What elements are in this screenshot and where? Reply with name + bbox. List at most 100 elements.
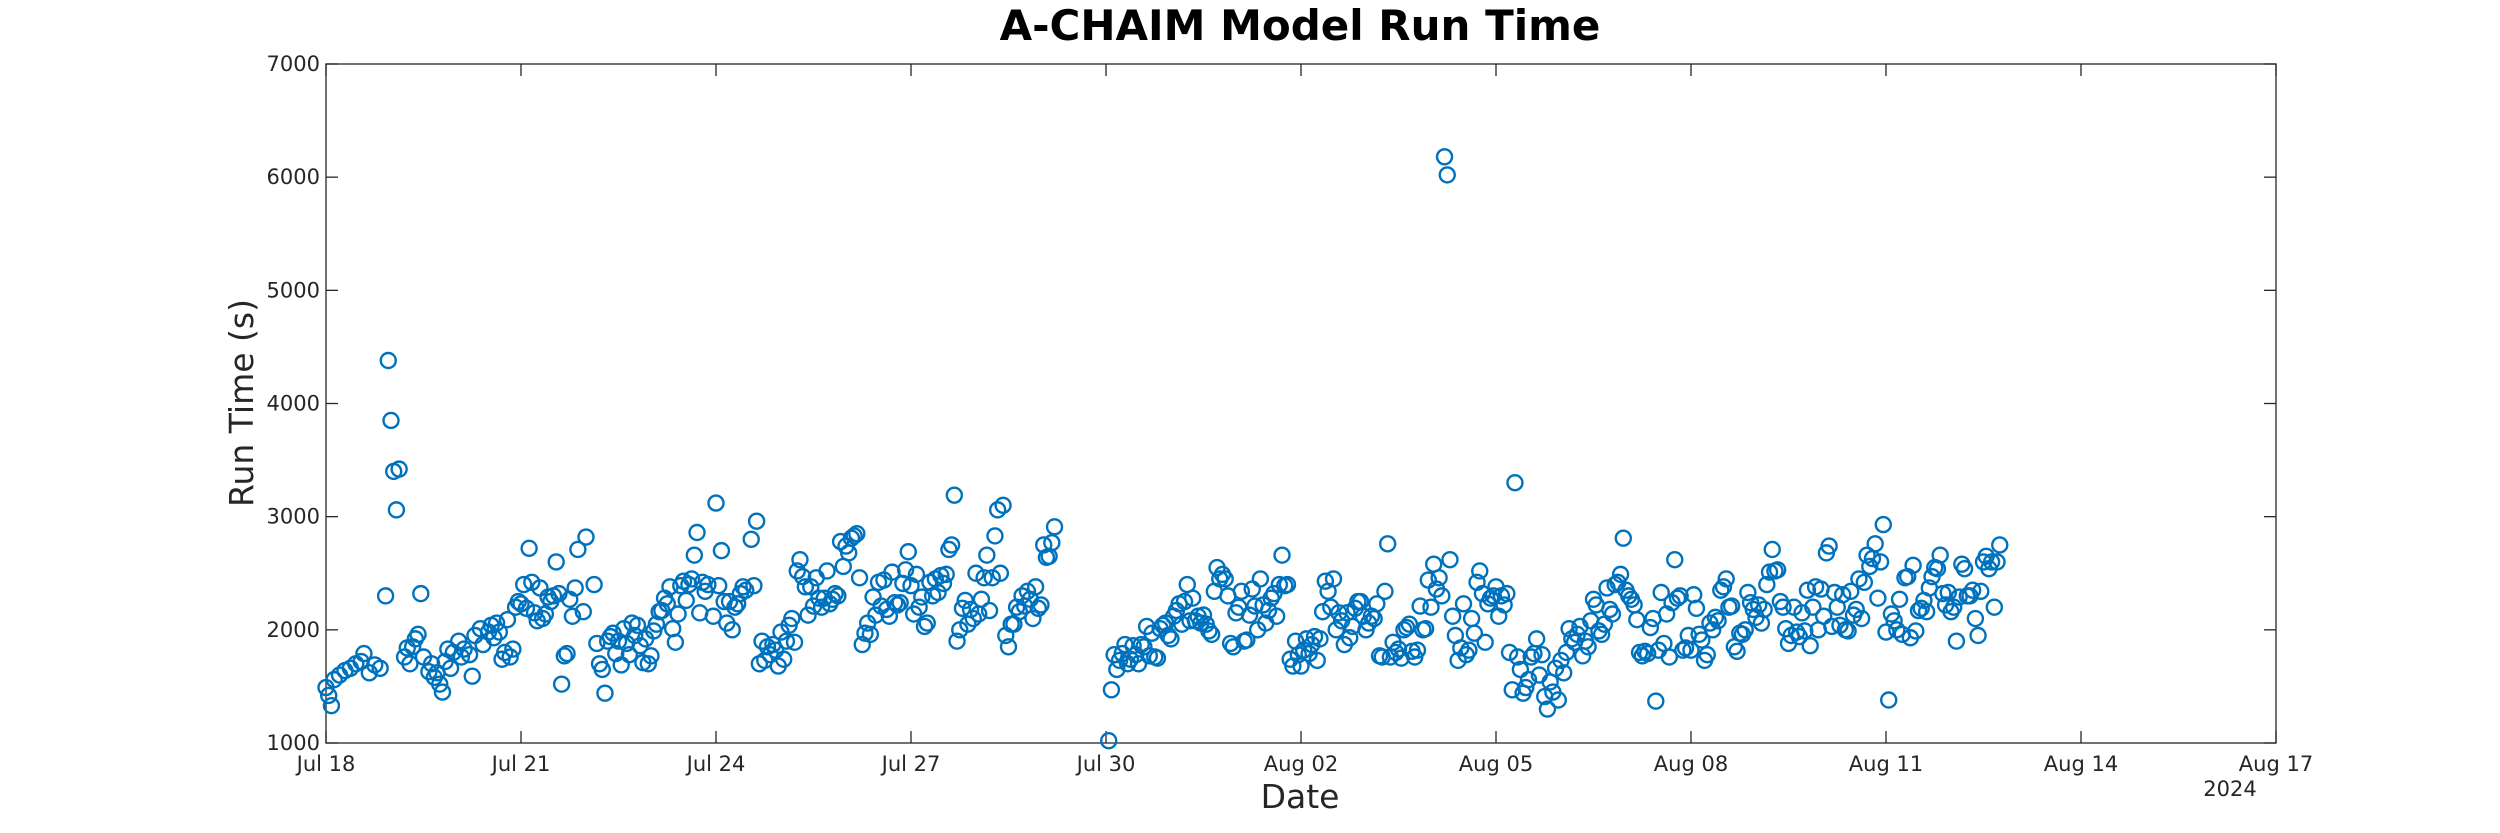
data-point	[1376, 582, 1394, 601]
data-point	[658, 595, 676, 613]
data-point	[1013, 587, 1031, 605]
data-point	[1885, 612, 1903, 630]
data-point	[1638, 644, 1657, 663]
data-point	[948, 632, 966, 650]
data-point	[1495, 596, 1513, 614]
data-point	[1100, 732, 1118, 750]
data-point	[677, 591, 695, 610]
data-point	[1506, 474, 1524, 492]
data-point	[688, 523, 706, 542]
data-point	[818, 562, 836, 580]
data-point	[515, 575, 533, 594]
data-point	[1963, 581, 1982, 599]
data-point	[1527, 630, 1546, 648]
data-point	[1972, 582, 1990, 601]
data-point	[775, 650, 793, 668]
data-point	[1991, 536, 2009, 554]
data-point	[1010, 603, 1029, 621]
x-tick-label: Aug 11	[1849, 752, 1923, 776]
data-point	[1652, 583, 1670, 602]
data-point	[918, 614, 936, 632]
data-point	[563, 607, 582, 625]
data-point	[382, 411, 400, 430]
data-point	[401, 655, 419, 673]
data-point	[355, 644, 373, 663]
x-tick-label: Aug 05	[1459, 752, 1533, 776]
data-point	[796, 578, 815, 596]
data-point	[682, 570, 701, 588]
data-point	[1433, 587, 1451, 605]
data-point	[1985, 598, 2004, 616]
data-point	[1243, 580, 1261, 598]
data-point	[1682, 641, 1700, 659]
data-point	[685, 546, 704, 564]
data-point	[747, 512, 766, 530]
data-point	[1411, 597, 1429, 615]
data-point	[1709, 612, 1727, 630]
data-point	[460, 646, 479, 664]
x-tick-label: Aug 02	[1264, 752, 1338, 776]
chart-title: A-CHAIM Model Run Time	[1000, 1, 1601, 50]
data-point	[1183, 589, 1202, 607]
data-point	[1966, 609, 1985, 628]
data-point	[734, 578, 752, 596]
data-point	[1308, 651, 1326, 670]
data-point	[704, 607, 722, 625]
data-point	[1465, 624, 1484, 642]
data-point	[710, 576, 728, 595]
data-point	[1555, 664, 1573, 682]
data-point	[788, 562, 806, 580]
data-point	[1739, 583, 1757, 602]
data-point	[1327, 621, 1345, 639]
data-point	[891, 593, 909, 612]
x-tick-label: Aug 17	[2239, 752, 2313, 776]
data-point	[1292, 657, 1310, 675]
data-point	[1931, 546, 1949, 564]
data-point	[1939, 583, 1957, 602]
data-point	[896, 561, 915, 579]
data-point	[1988, 553, 2006, 571]
data-point	[642, 647, 660, 665]
x-axis: Jul 18 Jul 21 Jul 24 Jul 27 Jul 30 Aug 02 Aug …	[295, 64, 2313, 776]
data-point	[945, 486, 964, 504]
data-point	[1847, 600, 1865, 619]
y-tick-label: 7000	[267, 52, 320, 76]
data-point	[1693, 631, 1711, 649]
data-point	[953, 599, 972, 618]
data-point	[842, 529, 861, 547]
data-point	[1175, 592, 1194, 611]
data-point	[1611, 565, 1630, 584]
data-point	[1443, 607, 1462, 625]
data-point	[1603, 605, 1622, 623]
data-point	[371, 659, 389, 678]
data-point	[1668, 589, 1687, 607]
data-point	[1871, 553, 1890, 571]
data-point	[980, 601, 999, 620]
data-point	[1628, 610, 1646, 629]
data-point	[899, 543, 917, 561]
data-point	[1833, 586, 1852, 604]
data-point	[669, 605, 687, 623]
data-point	[1620, 587, 1638, 605]
y-tick-label: 6000	[267, 165, 320, 189]
x-tick-label: Jul 21	[490, 752, 551, 776]
data-point	[1955, 560, 1974, 578]
data-point	[845, 527, 863, 545]
data-point	[1698, 646, 1716, 664]
data-point	[1798, 581, 1817, 599]
data-point	[1289, 646, 1307, 664]
data-point	[1861, 557, 1879, 576]
data-point	[452, 648, 471, 666]
data-point	[1820, 537, 1838, 555]
data-point	[1671, 587, 1689, 605]
data-point	[1666, 550, 1684, 569]
data-point	[1154, 616, 1172, 635]
y-tick-label: 4000	[267, 392, 320, 416]
data-point	[1341, 629, 1359, 647]
data-point	[1614, 529, 1632, 547]
data-point	[1029, 599, 1047, 618]
data-point	[1763, 540, 1781, 559]
data-point	[1324, 570, 1343, 588]
data-point	[972, 590, 991, 608]
data-point	[929, 583, 947, 602]
